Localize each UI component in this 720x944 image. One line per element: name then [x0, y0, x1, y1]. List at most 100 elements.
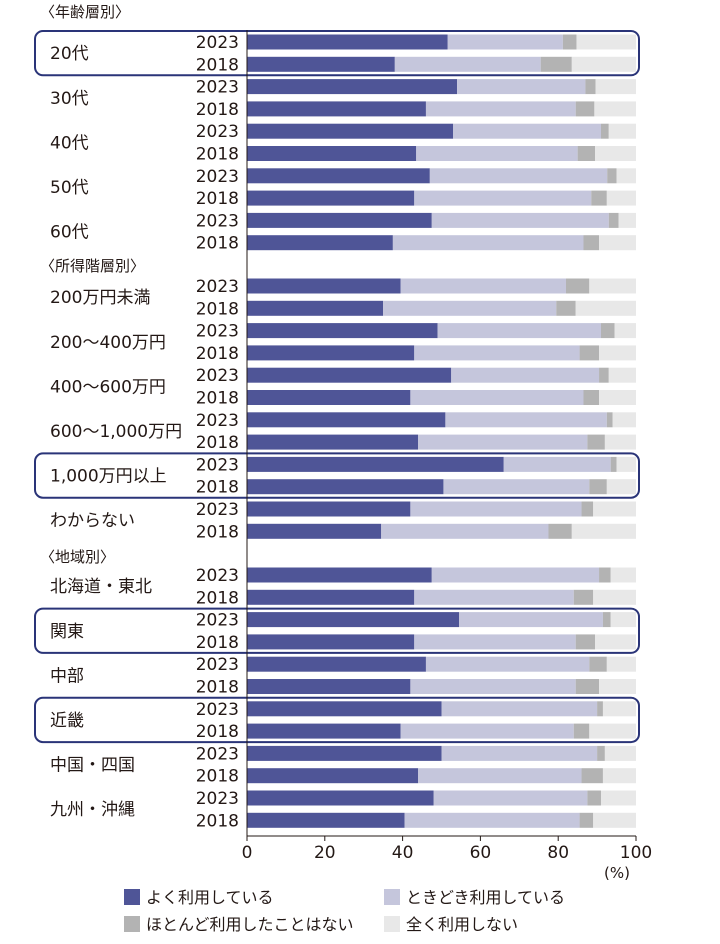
legend-sometimes-label: ときどき利用している: [406, 888, 565, 907]
bar-segment-never: [595, 79, 636, 95]
highlight-frame: [34, 607, 640, 654]
bar-segment-often: [247, 434, 419, 450]
bar-segment-never: [571, 523, 636, 539]
highlight-frame: [34, 696, 640, 744]
bar-segment-sometimes: [383, 300, 557, 316]
year-label: 2018: [196, 100, 239, 120]
x-tick-label: 40: [392, 843, 414, 863]
bar-segment-sometimes: [437, 323, 601, 339]
bar-segment-sometimes: [394, 56, 541, 72]
bar-segment-rarely: [540, 56, 572, 72]
bar-segment-sometimes: [433, 790, 588, 806]
bar-segment-rarely: [589, 656, 607, 672]
bar-segment-never: [608, 367, 636, 383]
bar-segment-never: [595, 634, 636, 650]
year-label: 2018: [196, 234, 239, 254]
bar-segment-never: [599, 679, 636, 694]
bar-segment-rarely: [581, 768, 603, 784]
bar-segment-never: [608, 123, 636, 139]
bar-segment-sometimes: [453, 123, 601, 139]
bar-segment-often: [247, 390, 411, 405]
bar-segment-never: [576, 34, 636, 50]
bar-segment-often: [247, 589, 415, 605]
bar-segment-never: [614, 323, 636, 339]
year-label: 2018: [196, 522, 239, 542]
bar-segment-often: [247, 101, 426, 117]
year-label: 2023: [196, 455, 239, 475]
bar-segment-rarely: [581, 501, 594, 517]
year-label: 2018: [196, 478, 239, 498]
group-label: 400〜600万円: [50, 377, 166, 397]
highlight-frame: [34, 30, 640, 77]
x-tick-label: 20: [314, 843, 336, 863]
bar-segment-rarely: [577, 146, 596, 161]
bar-segment-sometimes: [414, 589, 574, 605]
legend-rarely-label: ほとんど利用したことはない: [146, 915, 354, 934]
year-label: 2023: [196, 211, 239, 231]
bar-segment-never: [593, 589, 636, 605]
bar-segment-rarely: [606, 412, 613, 428]
bar-segment-sometimes: [392, 235, 584, 251]
group-label: 北海道・東北: [50, 577, 152, 597]
year-label: 2018: [196, 344, 239, 364]
x-tick-label: 80: [547, 843, 569, 863]
bar-segment-often: [247, 323, 438, 339]
bar-segment-often: [247, 123, 454, 139]
group-label: 30代: [50, 89, 89, 109]
bar-segment-rarely: [585, 79, 596, 95]
bar-segment-rarely: [579, 812, 594, 828]
bar-segment-never: [599, 345, 636, 361]
bar-segment-rarely: [587, 434, 605, 450]
bar-segment-never: [594, 101, 636, 117]
year-label: 2023: [196, 277, 239, 297]
bar-segment-rarely: [583, 390, 600, 405]
year-label: 2018: [196, 811, 239, 831]
bar-segment-never: [589, 723, 636, 739]
year-label: 2023: [196, 78, 239, 98]
bar-segment-sometimes: [410, 679, 576, 694]
bar-segment-often: [247, 812, 405, 828]
bar-segment-sometimes: [443, 479, 590, 495]
bar-segment-often: [247, 300, 384, 316]
year-label: 2018: [196, 145, 239, 165]
bar-segment-never: [602, 701, 636, 717]
bar-segment-never: [616, 456, 636, 472]
highlight-frame: [34, 452, 640, 499]
bar-segment-often: [247, 523, 382, 539]
bar-segment-never: [616, 168, 636, 184]
bar-segment-sometimes: [503, 456, 611, 472]
bar-segment-often: [247, 212, 432, 228]
bar-segment-never: [606, 656, 636, 672]
legend-often-label: よく利用している: [146, 888, 274, 907]
year-label: 2018: [196, 633, 239, 653]
bar-segment-sometimes: [418, 434, 588, 450]
bar-segment-rarely: [597, 701, 603, 717]
bar-segment-never: [595, 146, 636, 161]
bar-segment-often: [247, 278, 401, 294]
year-label: 2023: [196, 366, 239, 386]
group-label: 近畿: [50, 711, 84, 731]
group-label: 九州・沖縄: [50, 800, 135, 820]
bar-segment-often: [247, 768, 419, 784]
bar-segment-sometimes: [441, 701, 598, 717]
bar-segment-sometimes: [414, 634, 576, 650]
bar-segment-rarely: [607, 168, 617, 184]
bar-segment-sometimes: [431, 567, 600, 583]
bar-segment-rarely: [599, 567, 611, 583]
bar-segment-sometimes: [400, 723, 574, 739]
bar-segment-never: [575, 300, 636, 316]
bar-segment-sometimes: [451, 367, 600, 383]
bar-segment-never: [618, 212, 636, 228]
bar-segment-rarely: [597, 745, 605, 761]
bar-segment-never: [602, 768, 636, 784]
bar-segment-sometimes: [410, 390, 584, 405]
bar-segment-often: [247, 656, 426, 672]
bar-segment-often: [247, 701, 442, 717]
bar-segment-never: [606, 190, 636, 206]
bar-segment-sometimes: [429, 168, 608, 184]
bar-segment-never: [593, 501, 636, 517]
legend-sometimes-swatch: [384, 889, 400, 905]
year-label: 2023: [196, 322, 239, 342]
bar-segment-rarely: [591, 190, 607, 206]
